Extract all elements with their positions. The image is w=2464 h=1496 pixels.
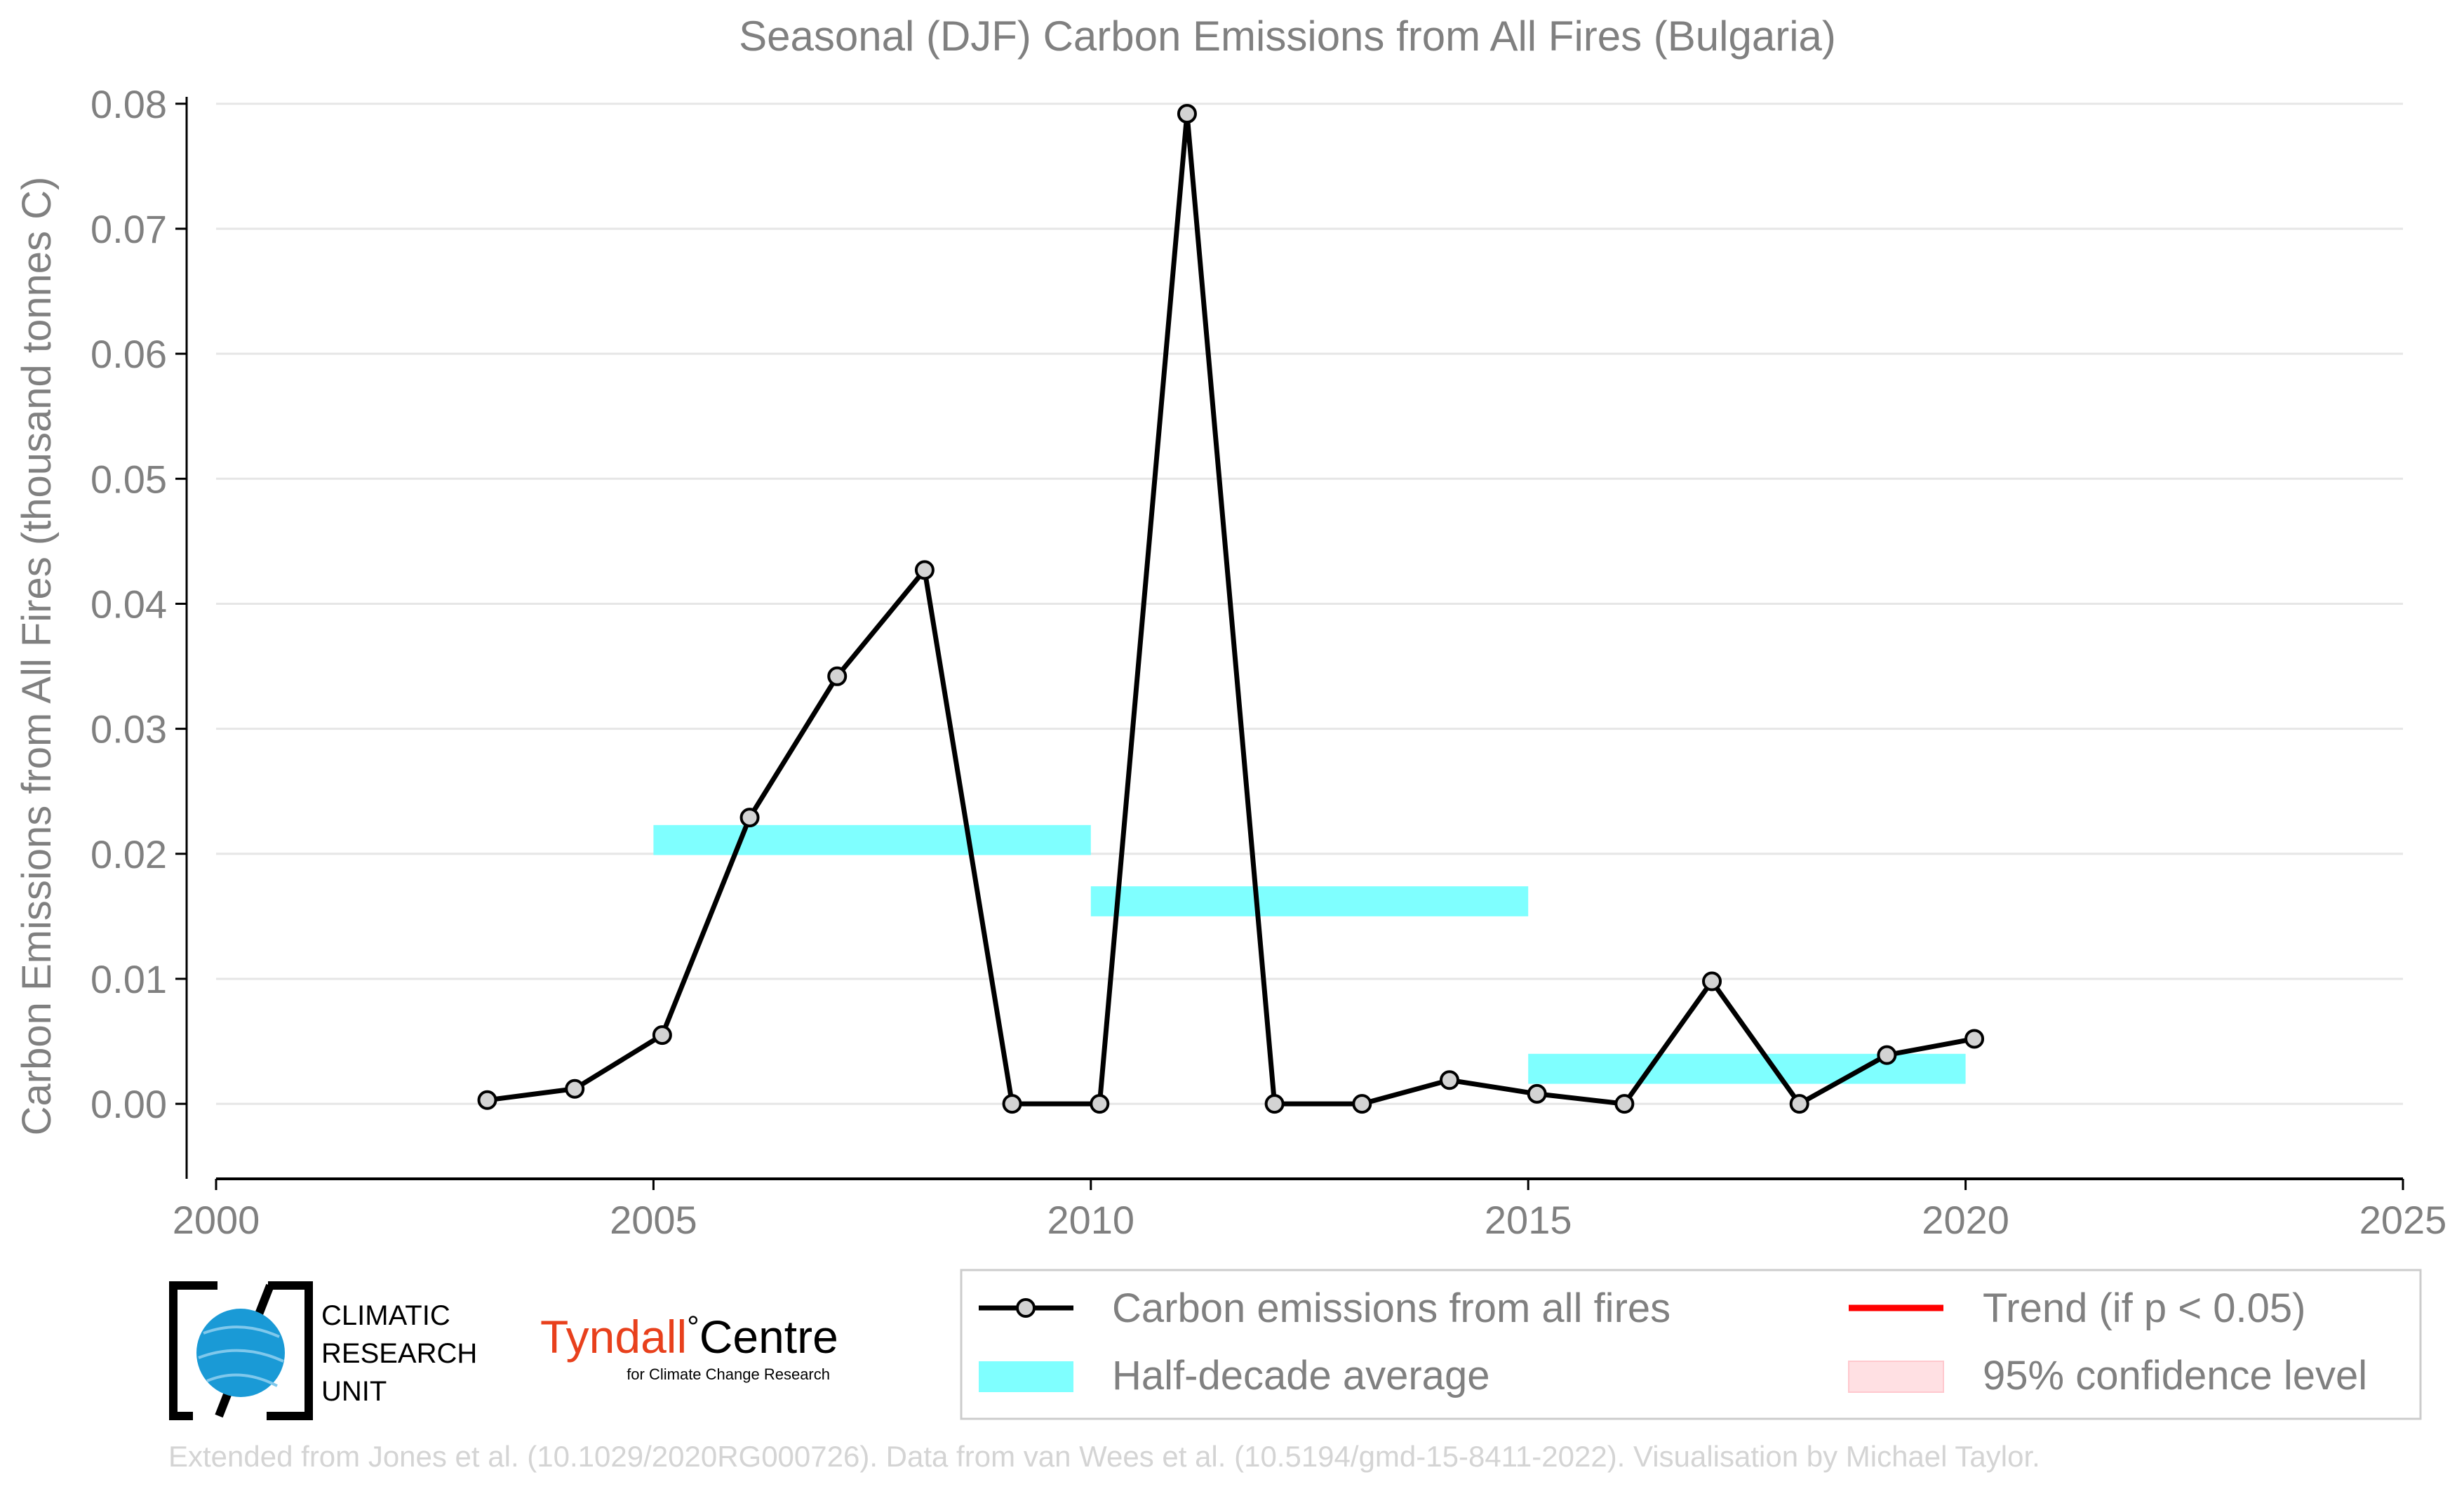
x-tick-label: 2010	[1047, 1198, 1135, 1242]
half-decade-average-bars	[653, 824, 1966, 1084]
data-point	[827, 666, 848, 686]
footer-credit: Extended from Jones et al. (10.1029/2020…	[168, 1440, 2040, 1473]
cru-logo-line-1: CLIMATIC	[321, 1300, 450, 1331]
data-point	[1614, 1094, 1635, 1114]
data-point	[477, 1090, 497, 1110]
chart-title: Seasonal (DJF) Carbon Emissions from All…	[739, 13, 1836, 60]
legend-swatch-marker	[1016, 1298, 1036, 1318]
series-points	[477, 104, 1985, 1114]
data-point	[1002, 1094, 1022, 1114]
series-line	[487, 111, 1975, 1107]
data-point	[652, 1025, 672, 1046]
legend-swatch-average	[979, 1361, 1073, 1392]
cru-logo-line-3: UNIT	[321, 1376, 387, 1407]
data-point	[914, 560, 935, 580]
data-point	[739, 808, 760, 828]
tyndall-logo-degree: °	[687, 1310, 699, 1344]
legend-frame	[960, 1269, 2422, 1420]
data-point	[1702, 971, 1722, 991]
grid-lines	[216, 102, 2403, 1105]
x-tick-label: 2000	[173, 1198, 260, 1242]
y-tick-label: 0.03	[91, 707, 167, 752]
data-point	[1352, 1094, 1372, 1114]
x-axis: 2000 2005 2010 2015 2020 2025	[173, 1177, 2447, 1242]
half-decade-bar	[1090, 886, 1529, 916]
x-tick-label: 2015	[1485, 1198, 1572, 1242]
data-point	[1527, 1083, 1547, 1104]
tyndall-logo-centre: Centre	[699, 1311, 838, 1363]
data-point	[1090, 1094, 1110, 1114]
data-point	[1877, 1045, 1897, 1065]
y-tick-label: 0.06	[91, 332, 167, 376]
cru-logo-line-2: RESEARCH	[321, 1338, 477, 1369]
legend-swatch-confidence	[1848, 1361, 1944, 1393]
legend-label-average: Half-decade average	[1112, 1353, 1489, 1398]
data-point	[1789, 1094, 1809, 1114]
legend-label-confidence: 95% confidence level	[1983, 1353, 2367, 1398]
data-point	[1177, 104, 1197, 124]
half-decade-bar	[653, 824, 1091, 855]
tyndall-logo: Tyndall°Centre for Climate Change Resear…	[540, 1310, 838, 1383]
data-point	[1264, 1094, 1285, 1114]
half-decade-bar	[1528, 1053, 1966, 1084]
y-tick-label: 0.05	[91, 457, 167, 501]
y-tick-label: 0.07	[91, 207, 167, 251]
svg-text:Tyndall°Centre: Tyndall°Centre	[540, 1310, 838, 1363]
legend: Carbon emissions from all fires Trend (i…	[960, 1269, 2422, 1420]
y-tick-label: 0.01	[91, 957, 167, 1001]
data-point	[565, 1078, 585, 1099]
cru-logo: CLIMATIC RESEARCH UNIT	[169, 1281, 477, 1420]
y-axis-label: Carbon Emissions from All Fires (thousan…	[14, 177, 60, 1136]
y-tick-label: 0.04	[91, 582, 167, 626]
y-tick-label: 0.02	[91, 832, 167, 876]
y-axis: 0.00 0.01 0.02 0.03 0.04 0.05 0.06 0.07 0.08	[91, 82, 188, 1179]
x-tick-label: 2020	[1922, 1198, 2009, 1242]
legend-label-series: Carbon emissions from all fires	[1112, 1285, 1670, 1331]
legend-label-trend: Trend (if p < 0.05)	[1983, 1285, 2305, 1331]
data-point	[1439, 1070, 1459, 1090]
data-point	[1964, 1029, 1985, 1049]
x-tick-label: 2025	[2359, 1198, 2447, 1242]
y-tick-label: 0.00	[91, 1082, 167, 1126]
y-tick-label: 0.08	[91, 82, 167, 126]
x-tick-label: 2005	[610, 1198, 697, 1242]
tyndall-logo-sub: for Climate Change Research	[627, 1365, 830, 1383]
tyndall-logo-name: Tyndall	[540, 1311, 687, 1363]
